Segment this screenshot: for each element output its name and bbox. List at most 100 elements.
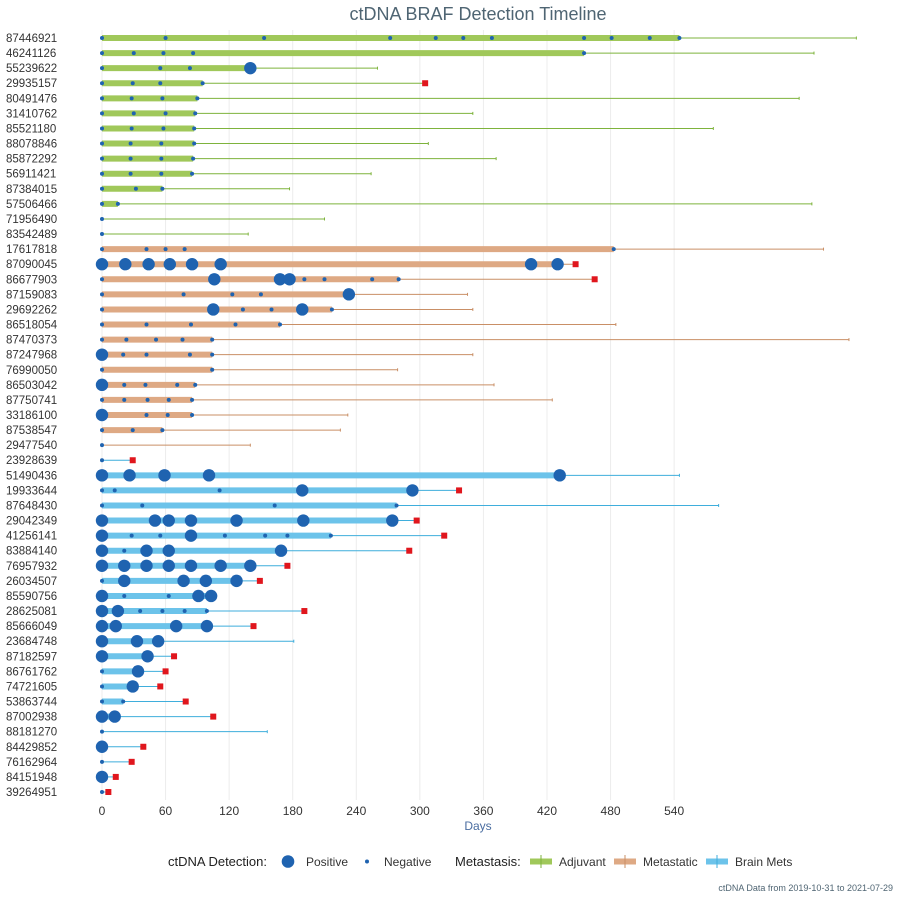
negative-test-point [122, 382, 127, 387]
positive-test-point [95, 619, 109, 633]
positive-test-point [524, 258, 538, 271]
positive-test-point [244, 61, 257, 75]
positive-test-point [95, 514, 109, 527]
patient-id-label: 53863744 [6, 697, 58, 709]
positive-test-point [95, 635, 109, 648]
patient-id-label: 87090045 [6, 259, 57, 271]
negative-test-point [240, 307, 245, 312]
patient-id-label: 80491476 [6, 93, 57, 105]
positive-test-point [244, 559, 257, 572]
negative-test-point [100, 247, 104, 252]
negative-test-point [100, 699, 104, 704]
patient-row: 86677903 [6, 273, 598, 286]
negative-test-point [192, 141, 197, 146]
negative-test-point [100, 428, 104, 433]
patient-id-label: 87384015 [6, 184, 57, 196]
patient-id-label: 86503042 [6, 380, 57, 392]
patient-row: 85872292 [6, 154, 497, 166]
positive-test-point [95, 348, 109, 361]
patient-row: 86503042 [6, 378, 495, 392]
patient-id-label: 85590756 [6, 591, 57, 603]
positive-test-point [184, 514, 198, 527]
positive-test-point [95, 650, 109, 663]
positive-test-point [111, 604, 125, 618]
positive-test-point [553, 469, 566, 482]
negative-test-point [277, 322, 282, 327]
negative-test-point [100, 759, 104, 764]
patient-row: 33186100 [6, 408, 349, 422]
positive-test-point [95, 258, 109, 271]
positive-test-point [207, 303, 220, 316]
negative-test-point [128, 171, 133, 176]
patient-row: 51490436 [6, 469, 680, 482]
negative-test-point [100, 111, 104, 116]
legend-brain-label: Brain Mets [735, 855, 792, 869]
negative-test-point [124, 337, 129, 342]
negative-test-point [193, 382, 198, 387]
progression-event-marker [591, 276, 598, 283]
negative-test-point [192, 126, 197, 131]
negative-test-point [100, 96, 104, 101]
negative-test-point [129, 533, 134, 538]
chart-title: ctDNA BRAF Detection Timeline [349, 4, 606, 24]
patient-id-label: 85872292 [6, 154, 57, 166]
negative-test-point [138, 609, 143, 614]
positive-test-point [214, 258, 227, 271]
patient-row: 57506466 [6, 199, 813, 211]
negative-test-point [187, 66, 192, 71]
patient-row: 28625081 [6, 604, 308, 618]
negative-test-point [122, 397, 127, 402]
patient-id-label: 87182597 [6, 651, 57, 663]
x-axis: 0 60 120 180 240 300 360 420 480 540 [99, 804, 685, 818]
negative-test-point [100, 81, 104, 86]
progression-event-marker [171, 653, 178, 660]
progression-event-marker [250, 623, 257, 630]
x-tick-label: 480 [601, 804, 621, 818]
negative-test-point [100, 216, 104, 221]
negative-test-point [611, 247, 616, 252]
negative-test-point [262, 36, 267, 40]
negative-test-point [204, 609, 209, 614]
positive-test-point [208, 273, 221, 286]
negative-test-point [100, 201, 104, 206]
negative-test-point [100, 503, 104, 508]
patient-id-label: 23928639 [6, 455, 57, 467]
negative-test-point [100, 669, 104, 674]
progression-event-marker [112, 773, 119, 780]
patient-id-label: 83542489 [6, 229, 57, 241]
negative-test-point [100, 443, 104, 448]
positive-test-point [123, 469, 136, 482]
negative-test-point [210, 352, 215, 357]
negative-test-point [263, 533, 268, 538]
negative-test-point [160, 609, 165, 614]
positive-test-point [551, 258, 564, 271]
negative-test-point [160, 186, 165, 191]
positive-test-point [95, 408, 109, 422]
patient-id-label: 87470373 [6, 335, 57, 347]
positive-test-point [230, 574, 243, 588]
patient-id-label: 31410762 [6, 108, 57, 120]
negative-test-point [129, 126, 134, 131]
patient-row: 76957932 [6, 559, 291, 573]
patient-id-label: 23684748 [6, 636, 57, 648]
progression-event-marker [105, 789, 112, 795]
patient-row: 87002938 [6, 710, 217, 724]
progression-event-marker [210, 713, 217, 720]
negative-test-point [166, 397, 171, 402]
negative-test-point [158, 533, 163, 538]
positive-test-point [140, 544, 153, 557]
progression-event-marker [572, 261, 579, 268]
patient-id-label: 29935157 [6, 78, 57, 90]
negative-test-point [165, 413, 170, 417]
positive-test-point [109, 619, 122, 633]
positive-test-point [169, 619, 183, 633]
positive-test-point [95, 544, 109, 557]
patient-id-label: 41256141 [6, 531, 57, 543]
progression-event-marker [182, 698, 189, 705]
x-tick-label: 540 [664, 804, 684, 818]
x-axis-label: Days [464, 819, 491, 833]
patient-id-label: 29692262 [6, 304, 57, 316]
negative-test-point [161, 51, 166, 56]
negative-test-point [158, 66, 163, 71]
progression-event-marker [256, 577, 263, 584]
